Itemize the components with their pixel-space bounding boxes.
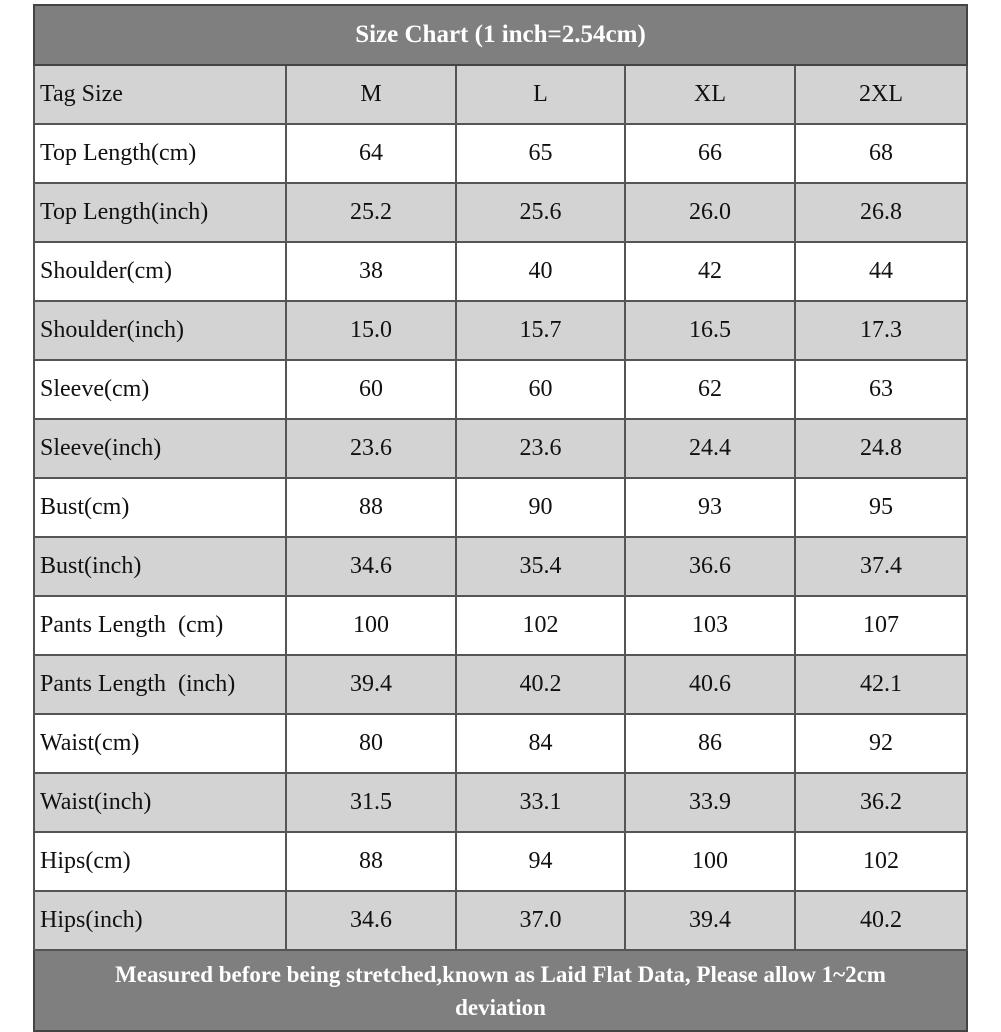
row-label: Bust(cm) xyxy=(33,477,287,538)
cell: XL xyxy=(624,64,796,125)
cell: L xyxy=(455,64,626,125)
data-row: Shoulder(inch) 15.0 15.7 16.5 17.3 xyxy=(33,300,969,361)
cell: 88 xyxy=(285,831,457,892)
cell: 35.4 xyxy=(455,536,626,597)
cell: 23.6 xyxy=(455,418,626,479)
cell: 60 xyxy=(455,359,626,420)
data-row: Waist(cm) 80 84 86 92 xyxy=(33,713,969,774)
cell: 84 xyxy=(455,713,626,774)
row-label: Tag Size xyxy=(33,64,287,125)
cell: 68 xyxy=(793,123,969,184)
cell: 95 xyxy=(793,477,969,538)
title-row: Size Chart (1 inch=2.54cm) xyxy=(32,4,969,66)
cell: 15.7 xyxy=(455,300,626,361)
cell: 39.4 xyxy=(285,654,457,715)
cell: 37.4 xyxy=(793,536,969,597)
cell: 34.6 xyxy=(285,536,457,597)
cell: 80 xyxy=(285,713,457,774)
table-body: Size Chart (1 inch=2.54cm) Tag Size M L XL 2… xyxy=(32,4,969,1032)
page: Size Chart (1 inch=2.54cm) Tag Size M L XL 2… xyxy=(32,4,969,1032)
cell: 103 xyxy=(624,595,796,656)
cell: 36.6 xyxy=(624,536,796,597)
row-label: Hips(cm) xyxy=(33,831,287,892)
cell: 62 xyxy=(624,359,796,420)
cell: 102 xyxy=(793,831,969,892)
cell: 25.6 xyxy=(455,182,626,243)
data-row: Hips(cm) 88 94 100 102 xyxy=(33,831,969,892)
cell: 24.4 xyxy=(624,418,796,479)
cell: 42.1 xyxy=(793,654,969,715)
row-label: Pants Length (cm) xyxy=(33,595,287,656)
cell: 66 xyxy=(624,123,796,184)
cell: 65 xyxy=(455,123,626,184)
cell: 60 xyxy=(285,359,457,420)
cell: 93 xyxy=(624,477,796,538)
data-row: Bust(cm) 88 90 93 95 xyxy=(33,477,969,538)
cell: 40.6 xyxy=(624,654,796,715)
cell: 44 xyxy=(793,241,969,302)
cell: 25.2 xyxy=(285,182,457,243)
cell: 40 xyxy=(455,241,626,302)
row-label: Waist(inch) xyxy=(33,772,287,833)
cell: 100 xyxy=(624,831,796,892)
cell: 90 xyxy=(455,477,626,538)
cell: 15.0 xyxy=(285,300,457,361)
cell: 26.0 xyxy=(624,182,796,243)
data-row: Waist(inch) 31.5 33.1 33.9 36.2 xyxy=(33,772,969,833)
cell: 2XL xyxy=(793,64,969,125)
cell: 16.5 xyxy=(624,300,796,361)
row-label: Bust(inch) xyxy=(33,536,287,597)
data-row: Pants Length (inch) 39.4 40.2 40.6 42.1 xyxy=(33,654,969,715)
data-row: Sleeve(inch) 23.6 23.6 24.4 24.8 xyxy=(33,418,969,479)
header-row: Tag Size M L XL 2XL xyxy=(33,64,969,125)
data-row: Bust(inch) 34.6 35.4 36.6 37.4 xyxy=(33,536,969,597)
cell: 63 xyxy=(793,359,969,420)
data-row: Shoulder(cm) 38 40 42 44 xyxy=(33,241,969,302)
cell: 39.4 xyxy=(624,890,796,951)
cell: 92 xyxy=(793,713,969,774)
cell: 26.8 xyxy=(793,182,969,243)
cell: 33.1 xyxy=(455,772,626,833)
cell: 37.0 xyxy=(455,890,626,951)
cell: 36.2 xyxy=(793,772,969,833)
cell: 86 xyxy=(624,713,796,774)
data-row: Top Length(inch) 25.2 25.6 26.0 26.8 xyxy=(33,182,969,243)
cell: 88 xyxy=(285,477,457,538)
cell: 17.3 xyxy=(793,300,969,361)
row-label: Shoulder(cm) xyxy=(33,241,287,302)
row-label: Shoulder(inch) xyxy=(33,300,287,361)
cell: 107 xyxy=(793,595,969,656)
cell: 40.2 xyxy=(793,890,969,951)
cell: 24.8 xyxy=(793,418,969,479)
row-label: Sleeve(cm) xyxy=(33,359,287,420)
row-label: Top Length(inch) xyxy=(33,182,287,243)
cell: 38 xyxy=(285,241,457,302)
data-row: Pants Length (cm) 100 102 103 107 xyxy=(33,595,969,656)
cell: 33.9 xyxy=(624,772,796,833)
size-table: Size Chart (1 inch=2.54cm) Tag Size M L XL 2… xyxy=(32,4,969,1032)
cell: M xyxy=(285,64,457,125)
cell: 34.6 xyxy=(285,890,457,951)
row-label: Sleeve(inch) xyxy=(33,418,287,479)
cell: 42 xyxy=(624,241,796,302)
cell: 23.6 xyxy=(285,418,457,479)
row-label: Top Length(cm) xyxy=(33,123,287,184)
footer-row: Measured before being stretched,known as… xyxy=(32,949,969,1032)
data-row: Sleeve(cm) 60 60 62 63 xyxy=(33,359,969,420)
footer-note: Measured before being stretched,known as… xyxy=(32,949,969,1032)
row-label: Pants Length (inch) xyxy=(33,654,287,715)
cell: 64 xyxy=(285,123,457,184)
cell: 40.2 xyxy=(455,654,626,715)
table-title: Size Chart (1 inch=2.54cm) xyxy=(32,4,969,66)
cell: 94 xyxy=(455,831,626,892)
cell: 102 xyxy=(455,595,626,656)
data-row: Hips(inch) 34.6 37.0 39.4 40.2 xyxy=(33,890,969,951)
cell: 31.5 xyxy=(285,772,457,833)
row-label: Waist(cm) xyxy=(33,713,287,774)
row-label: Hips(inch) xyxy=(33,890,287,951)
cell: 100 xyxy=(285,595,457,656)
data-row: Top Length(cm) 64 65 66 68 xyxy=(33,123,969,184)
